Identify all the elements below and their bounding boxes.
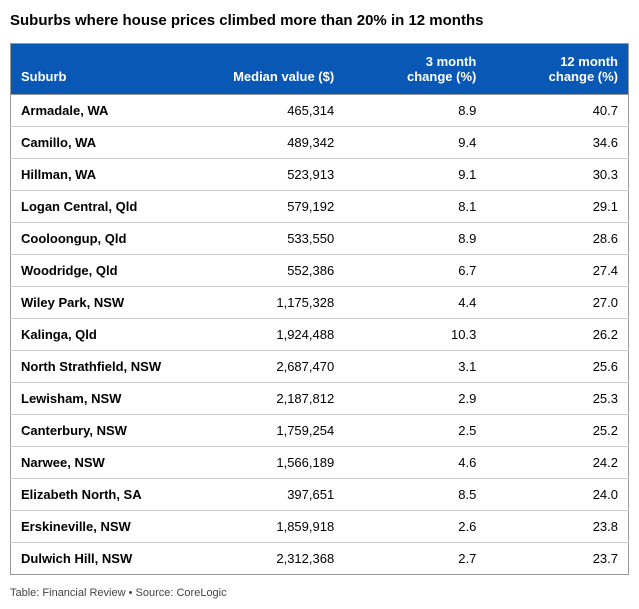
cell-median: 533,550 [196, 223, 344, 255]
cell-3month: 8.9 [344, 95, 486, 127]
cell-3month: 8.9 [344, 223, 486, 255]
cell-suburb: Woodridge, Qld [11, 255, 196, 287]
cell-12month: 23.8 [486, 511, 628, 543]
cell-12month: 30.3 [486, 159, 628, 191]
cell-3month: 4.4 [344, 287, 486, 319]
table-row: Wiley Park, NSW1,175,3284.427.0 [11, 287, 629, 319]
col-header-3month-line2: change (%) [407, 69, 476, 84]
cell-median: 489,342 [196, 127, 344, 159]
cell-12month: 27.0 [486, 287, 628, 319]
cell-suburb: Erskineville, NSW [11, 511, 196, 543]
cell-12month: 26.2 [486, 319, 628, 351]
cell-12month: 25.6 [486, 351, 628, 383]
cell-suburb: Lewisham, NSW [11, 383, 196, 415]
cell-median: 1,175,328 [196, 287, 344, 319]
table-footer: Table: Financial Review • Source: CoreLo… [10, 587, 629, 599]
col-header-median: Median value ($) [196, 44, 344, 95]
table-header-row: Suburb Median value ($) 3 month change (… [11, 44, 629, 95]
cell-median: 2,187,812 [196, 383, 344, 415]
cell-suburb: Armadale, WA [11, 95, 196, 127]
table-row: Narwee, NSW1,566,1894.624.2 [11, 447, 629, 479]
col-header-3month: 3 month change (%) [344, 44, 486, 95]
cell-median: 1,924,488 [196, 319, 344, 351]
cell-12month: 40.7 [486, 95, 628, 127]
cell-suburb: North Strathfield, NSW [11, 351, 196, 383]
cell-3month: 10.3 [344, 319, 486, 351]
cell-12month: 25.3 [486, 383, 628, 415]
col-header-3month-line1: 3 month [426, 54, 477, 69]
cell-3month: 2.5 [344, 415, 486, 447]
table-row: Logan Central, Qld579,1928.129.1 [11, 191, 629, 223]
cell-median: 523,913 [196, 159, 344, 191]
table-row: Woodridge, Qld552,3866.727.4 [11, 255, 629, 287]
cell-12month: 29.1 [486, 191, 628, 223]
cell-suburb: Kalinga, Qld [11, 319, 196, 351]
cell-3month: 8.5 [344, 479, 486, 511]
cell-12month: 24.2 [486, 447, 628, 479]
cell-median: 2,312,368 [196, 543, 344, 575]
table-row: North Strathfield, NSW2,687,4703.125.6 [11, 351, 629, 383]
cell-3month: 2.7 [344, 543, 486, 575]
col-header-suburb: Suburb [11, 44, 196, 95]
cell-12month: 23.7 [486, 543, 628, 575]
table-row: Dulwich Hill, NSW2,312,3682.723.7 [11, 543, 629, 575]
cell-median: 552,386 [196, 255, 344, 287]
cell-median: 579,192 [196, 191, 344, 223]
cell-12month: 24.0 [486, 479, 628, 511]
cell-suburb: Dulwich Hill, NSW [11, 543, 196, 575]
table-row: Camillo, WA489,3429.434.6 [11, 127, 629, 159]
col-header-12month-line1: 12 month [560, 54, 618, 69]
cell-3month: 2.6 [344, 511, 486, 543]
cell-median: 1,859,918 [196, 511, 344, 543]
col-header-12month-line2: change (%) [549, 69, 618, 84]
cell-suburb: Cooloongup, Qld [11, 223, 196, 255]
col-header-12month: 12 month change (%) [486, 44, 628, 95]
cell-12month: 25.2 [486, 415, 628, 447]
cell-3month: 8.1 [344, 191, 486, 223]
price-table: Suburb Median value ($) 3 month change (… [10, 43, 629, 575]
table-row: Canterbury, NSW1,759,2542.525.2 [11, 415, 629, 447]
cell-3month: 2.9 [344, 383, 486, 415]
cell-median: 1,566,189 [196, 447, 344, 479]
cell-suburb: Hillman, WA [11, 159, 196, 191]
table-title: Suburbs where house prices climbed more … [10, 12, 629, 29]
cell-suburb: Wiley Park, NSW [11, 287, 196, 319]
cell-12month: 28.6 [486, 223, 628, 255]
cell-3month: 6.7 [344, 255, 486, 287]
cell-3month: 9.4 [344, 127, 486, 159]
cell-suburb: Narwee, NSW [11, 447, 196, 479]
table-row: Lewisham, NSW2,187,8122.925.3 [11, 383, 629, 415]
cell-suburb: Canterbury, NSW [11, 415, 196, 447]
table-row: Elizabeth North, SA397,6518.524.0 [11, 479, 629, 511]
table-row: Hillman, WA523,9139.130.3 [11, 159, 629, 191]
cell-12month: 34.6 [486, 127, 628, 159]
cell-median: 2,687,470 [196, 351, 344, 383]
cell-median: 397,651 [196, 479, 344, 511]
cell-3month: 4.6 [344, 447, 486, 479]
cell-3month: 9.1 [344, 159, 486, 191]
table-row: Erskineville, NSW1,859,9182.623.8 [11, 511, 629, 543]
cell-3month: 3.1 [344, 351, 486, 383]
cell-suburb: Logan Central, Qld [11, 191, 196, 223]
cell-median: 1,759,254 [196, 415, 344, 447]
cell-median: 465,314 [196, 95, 344, 127]
table-row: Cooloongup, Qld533,5508.928.6 [11, 223, 629, 255]
cell-suburb: Elizabeth North, SA [11, 479, 196, 511]
cell-suburb: Camillo, WA [11, 127, 196, 159]
cell-12month: 27.4 [486, 255, 628, 287]
table-row: Kalinga, Qld1,924,48810.326.2 [11, 319, 629, 351]
table-row: Armadale, WA465,3148.940.7 [11, 95, 629, 127]
